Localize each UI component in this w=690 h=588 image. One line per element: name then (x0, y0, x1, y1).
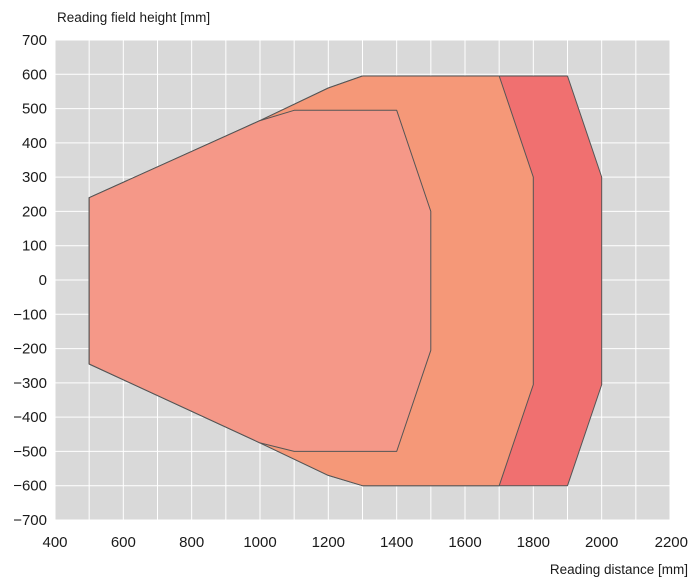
x-tick-label: 2200 (655, 534, 688, 551)
x-tick-label: 1200 (312, 534, 345, 551)
y-tick-label: −600 (13, 478, 47, 495)
x-tick-label: 1000 (243, 534, 276, 551)
y-tick-label: −400 (13, 409, 47, 426)
reading-field-area-3 (88, 109, 432, 452)
y-tick-label: 700 (22, 32, 47, 49)
y-tick-labels: 700 600 500 400 300 200 100 0 −100 −200 −300 −400 −5… (13, 32, 47, 529)
x-tick-label: 800 (179, 534, 204, 551)
x-tick-label: 2000 (585, 534, 618, 551)
y-tick-label: −200 (13, 341, 47, 358)
y-tick-label: 0 (39, 272, 47, 289)
y-tick-label: −700 (13, 512, 47, 529)
x-axis-title: Reading distance [mm] (550, 562, 688, 577)
y-tick-label: 500 (22, 101, 47, 118)
x-tick-label: 600 (111, 534, 136, 551)
y-tick-label: −100 (13, 306, 47, 323)
x-tick-label: 400 (42, 534, 67, 551)
data-areas (88, 75, 603, 487)
y-tick-label: 400 (22, 135, 47, 152)
y-tick-label: 600 (22, 66, 47, 83)
y-tick-label: 200 (22, 203, 47, 220)
x-tick-label: 1600 (448, 534, 481, 551)
y-tick-label: −500 (13, 443, 47, 460)
x-tick-label: 1800 (517, 534, 550, 551)
y-tick-label: 300 (22, 169, 47, 186)
y-axis-title: Reading field height [mm] (57, 10, 210, 25)
x-tick-labels: 400 600 800 1000 1200 1400 1600 1800 2000 2200 (42, 534, 688, 551)
y-tick-label: −300 (13, 375, 47, 392)
y-tick-label: 100 (22, 238, 47, 255)
x-tick-label: 1400 (380, 534, 413, 551)
